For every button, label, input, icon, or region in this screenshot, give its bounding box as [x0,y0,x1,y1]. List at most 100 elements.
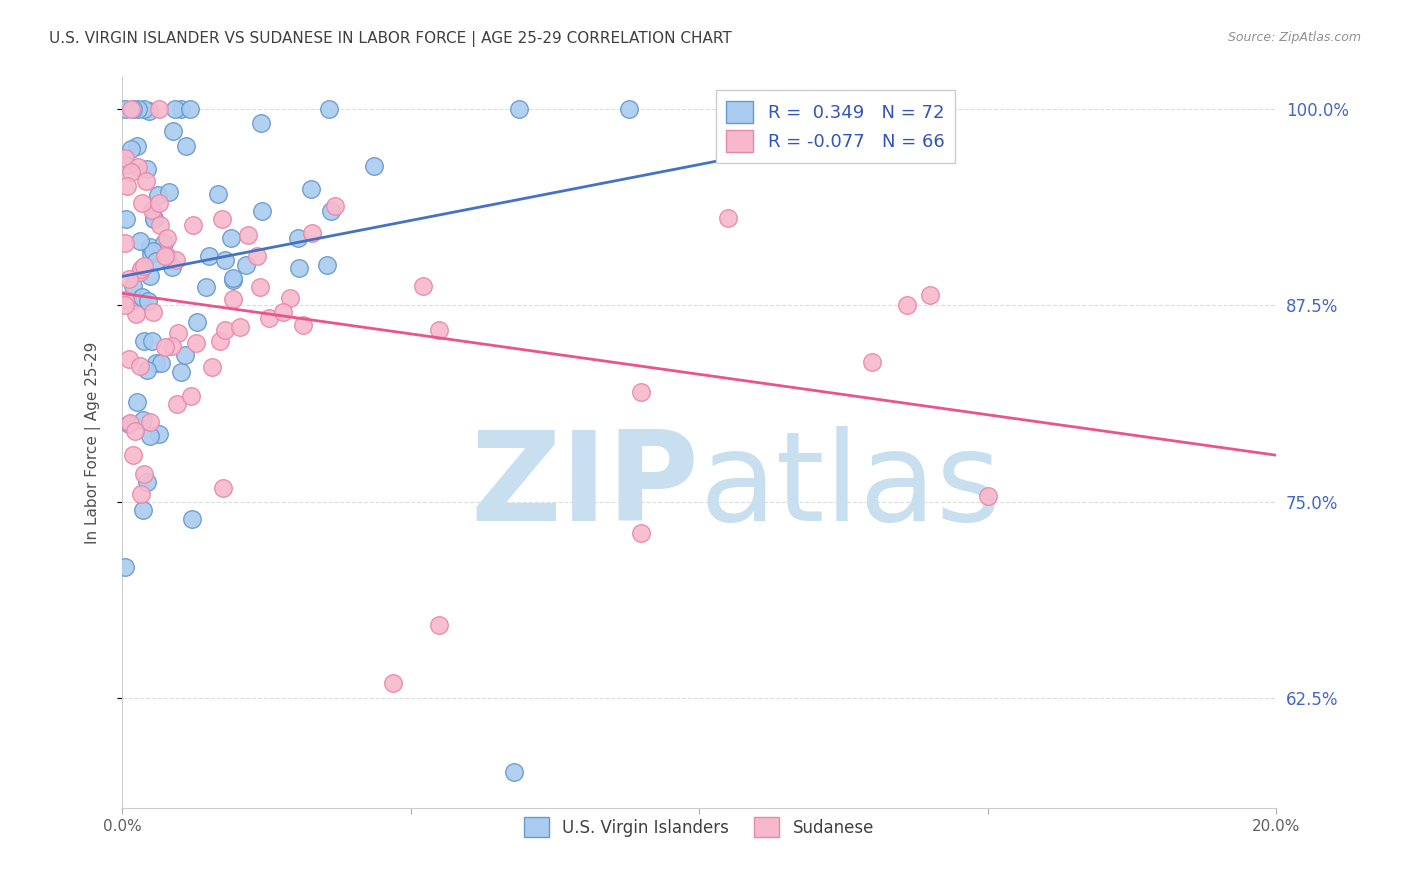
Point [287,230,309,244]
Point [167,326,190,341]
Point [508,102,530,116]
Point [299,182,322,196]
Point [124,424,146,438]
Point [363,159,385,173]
Point [162,339,184,353]
Point [221,230,243,244]
Point [249,116,271,130]
Legend: U.S. Virgin Islanders, Sudanese: U.S. Virgin Islanders, Sudanese [517,810,880,844]
Point [184,335,207,350]
Point [134,102,156,116]
Point [153,235,176,250]
Point [288,260,311,275]
Point [318,102,340,116]
Point [717,211,740,225]
Point [235,258,257,272]
Point [135,475,157,490]
Point [118,417,141,431]
Point [170,365,193,379]
Point [198,249,221,263]
Point [162,124,184,138]
Point [136,293,159,308]
Point [148,219,170,233]
Point [131,196,153,211]
Point [135,161,157,176]
Point [120,142,142,156]
Point [121,278,143,293]
Point [125,394,148,409]
Point [122,102,145,116]
Point [153,249,176,263]
Point [212,481,235,495]
Point [429,617,451,632]
Point [301,226,323,240]
Point [617,102,640,116]
Point [207,186,229,201]
Point [138,103,160,118]
Point [291,318,314,332]
Point [150,356,173,370]
Point [114,235,136,250]
Point [139,429,162,443]
Point [157,185,180,199]
Point [315,258,337,272]
Text: Source: ZipAtlas.com: Source: ZipAtlas.com [1227,31,1361,45]
Point [141,334,163,348]
Point [166,397,188,411]
Point [271,305,294,319]
Point [121,102,143,116]
Point [141,246,163,260]
Point [122,293,145,307]
Point [127,160,149,174]
Point [132,503,155,517]
Point [181,218,204,232]
Point [139,415,162,429]
Point [630,384,652,399]
Point [148,196,170,211]
Point [148,102,170,116]
Point [321,204,343,219]
Point [127,102,149,116]
Y-axis label: In Labor Force | Age 25-29: In Labor Force | Age 25-29 [86,342,101,544]
Point [135,174,157,188]
Point [114,151,136,165]
Point [156,249,179,263]
Point [165,252,187,267]
Point [179,102,201,116]
Point [120,416,142,430]
Point [121,448,143,462]
Point [143,211,166,226]
Text: ZIP: ZIP [471,426,699,548]
Point [114,102,136,116]
Point [131,290,153,304]
Point [195,280,218,294]
Point [131,486,153,500]
Point [180,389,202,403]
Point [128,359,150,374]
Point [896,298,918,312]
Point [835,102,858,116]
Point [125,307,148,321]
Point [323,198,346,212]
Point [257,310,280,325]
Point [173,348,195,362]
Point [139,268,162,283]
Point [129,265,152,279]
Point [120,165,142,179]
Point [412,278,434,293]
Point [132,413,155,427]
Point [208,334,231,349]
Point [136,363,159,377]
Point [139,240,162,254]
Point [918,287,941,301]
Point [976,489,998,503]
Point [382,675,405,690]
Point [132,467,155,481]
Point [181,511,204,525]
Point [114,211,136,226]
Point [134,259,156,273]
Point [142,304,165,318]
Point [236,227,259,242]
Point [222,292,245,306]
Point [114,293,136,307]
